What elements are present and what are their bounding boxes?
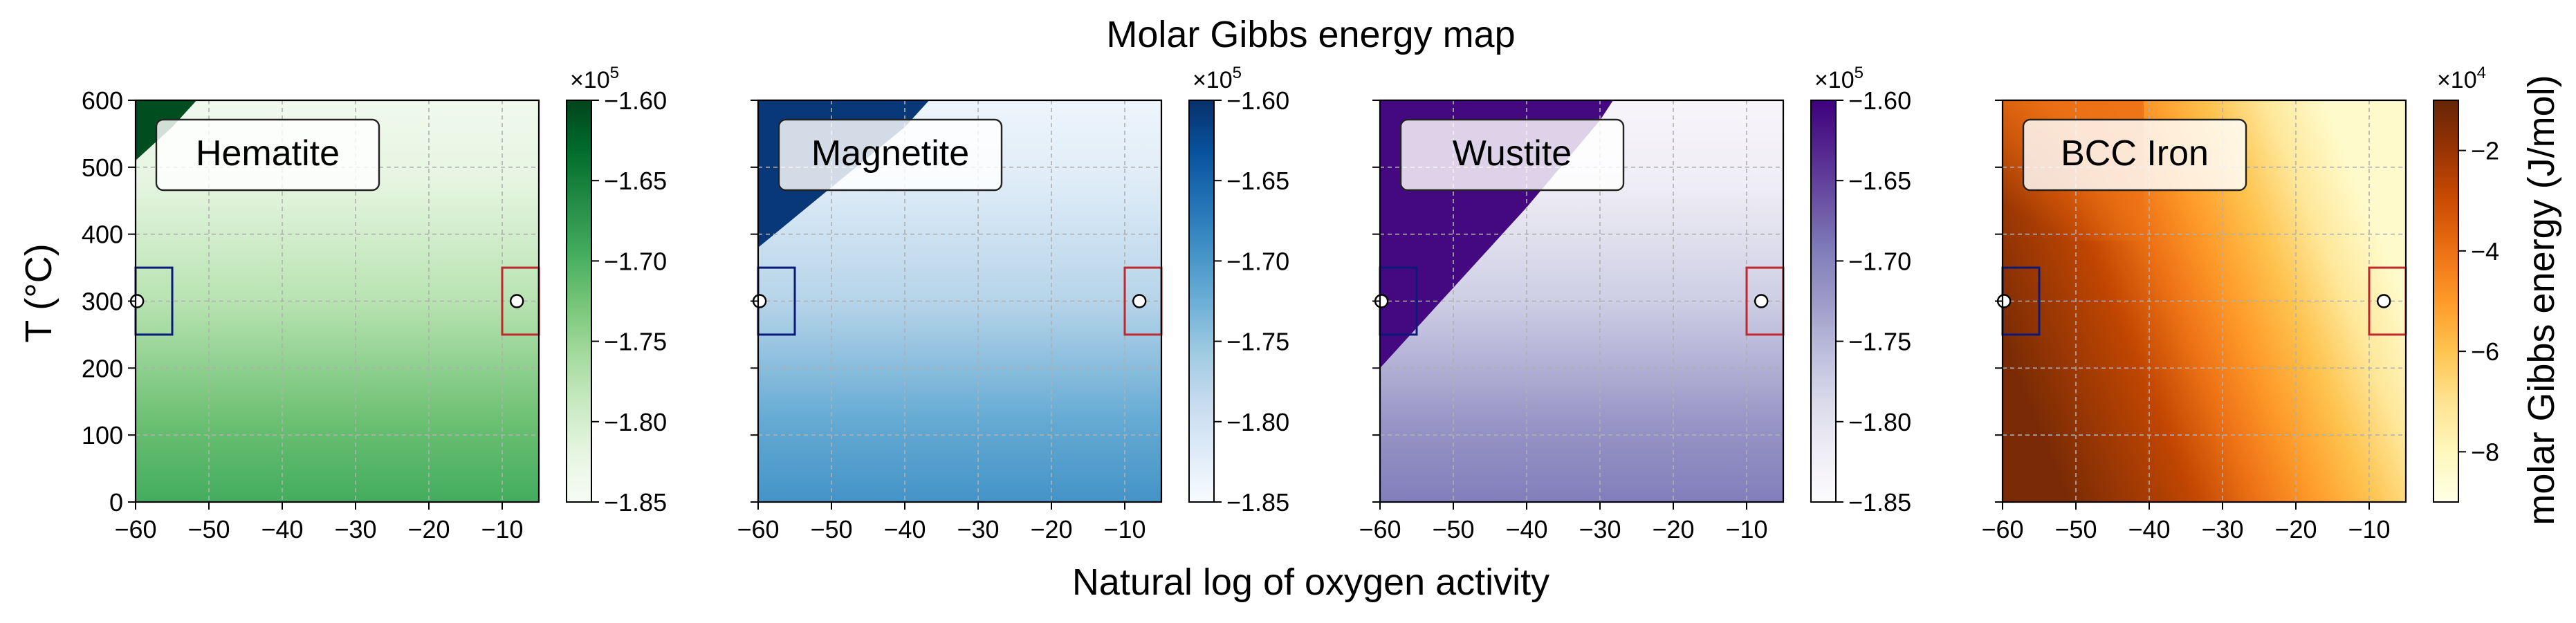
colorbar-tick-label: −1.65 [1226, 167, 1289, 195]
x-tick-label: −10 [1725, 515, 1767, 543]
panel-title-box: Hematite [155, 118, 380, 192]
colorbar-label: molar Gibbs energy (J/mol) [2521, 75, 2562, 525]
panel-title: Magnetite [811, 133, 969, 174]
x-tick-label: −60 [1981, 515, 2023, 543]
panel-title-frame [778, 118, 1003, 192]
colorbar-tick-label: −4 [2471, 237, 2499, 266]
x-tick-label: −30 [1579, 515, 1621, 543]
data-marker [510, 294, 524, 308]
colorbar-tick-label: −1.85 [1848, 488, 1911, 517]
data-marker [1754, 294, 1769, 308]
x-tick-label: −60 [737, 515, 779, 543]
x-tick-label: −30 [2201, 515, 2243, 543]
x-tick-label: −20 [2274, 515, 2317, 543]
figure-title: Molar Gibbs energy map [1106, 14, 1515, 55]
colorbar-multiplier: ×105 [1814, 64, 1864, 93]
panel-title-box: Magnetite [778, 118, 1003, 192]
panel-title-frame [1399, 118, 1625, 192]
colorbar-tick-label: −8 [2471, 438, 2499, 466]
colorbar-tick-label: −1.75 [1226, 328, 1289, 356]
x-tick-label: −30 [334, 515, 376, 543]
y-tick-label: 300 [82, 288, 123, 316]
x-tick-label: −20 [1030, 515, 1072, 543]
colorbar-tick-label: −1.75 [604, 328, 667, 356]
panel-title: Hematite [196, 133, 340, 174]
y-tick-label: 100 [82, 421, 123, 449]
panel-magnetite: −60 −50 −40 −30 −20 −10 Magnetite −1.85 −1.80 −1.… [737, 64, 1289, 543]
panel-bcc-iron: −60 −50 −40 −30 −20 −10 BCC Iron −8 −6 −4 −2 ×104 [1981, 64, 2499, 543]
panel-title-frame [155, 118, 380, 192]
panel-title-box: BCC Iron [2022, 118, 2247, 192]
colorbar-tick-label: −1.70 [1848, 247, 1911, 275]
x-tick-label: −40 [1505, 515, 1547, 543]
data-marker [1132, 294, 1147, 308]
colorbar-multiplier: ×104 [2437, 64, 2486, 93]
x-tick-label: −60 [114, 515, 156, 543]
colorbar-tick-label: −1.60 [1226, 86, 1289, 115]
y-tick-label: 200 [82, 354, 123, 382]
y-tick-label: 600 [82, 86, 123, 115]
colorbar-tick-label: −1.60 [604, 86, 667, 115]
x-tick-label: −50 [1432, 515, 1474, 543]
y-tick-label: 0 [109, 488, 123, 517]
y-tick-label: 400 [82, 221, 123, 249]
colorbar-tick-label: −1.70 [604, 247, 667, 275]
x-tick-label: −20 [1652, 515, 1694, 543]
colorbar-tick-label: −6 [2471, 337, 2499, 366]
x-tick-label: −50 [187, 515, 230, 543]
x-tick-label: −60 [1359, 515, 1401, 543]
colorbar [566, 100, 592, 503]
panel-title: Wustite [1453, 133, 1572, 174]
y-axis-label: T (°C) [18, 243, 59, 343]
colorbar-tick-label: −1.65 [604, 167, 667, 195]
colorbar [1810, 100, 1837, 503]
x-tick-label: −30 [957, 515, 999, 543]
x-axis-label: Natural log of oxygen activity [1072, 561, 1549, 603]
colorbar-tick-label: −1.80 [604, 408, 667, 436]
colorbar [2433, 100, 2459, 503]
panel-title-frame [2022, 118, 2247, 192]
x-tick-label: −50 [810, 515, 852, 543]
panel-wustite: −60 −50 −40 −30 −20 −10 Wustite −1.85 −1.80 −1.75… [1359, 64, 1911, 543]
panel-hematite: −60 −50 −40 −30 −20 −10 0 100 200 300 400 500 600 Hem… [82, 64, 667, 543]
colorbar-tick-label: −1.80 [1848, 408, 1911, 436]
x-tick-label: −50 [2054, 515, 2097, 543]
x-tick-label: −10 [481, 515, 523, 543]
x-tick-label: −10 [2348, 515, 2390, 543]
colorbar-tick-label: −1.85 [604, 488, 667, 517]
x-tick-label: −40 [261, 515, 303, 543]
colorbar-tick-label: −1.75 [1848, 328, 1911, 356]
x-tick-label: −10 [1103, 515, 1146, 543]
data-marker [2376, 294, 2391, 308]
colorbar-tick-label: −2 [2471, 137, 2499, 165]
x-tick-label: −40 [2128, 515, 2170, 543]
colorbar-tick-label: −1.60 [1848, 86, 1911, 115]
colorbar-tick-label: −1.65 [1848, 167, 1911, 195]
colorbar [1188, 100, 1215, 503]
x-tick-label: −20 [407, 515, 450, 543]
colorbar-tick-label: −1.70 [1226, 247, 1289, 275]
colorbar-tick-label: −1.85 [1226, 488, 1289, 517]
colorbar-tick-label: −1.80 [1226, 408, 1289, 436]
x-tick-label: −40 [883, 515, 926, 543]
panel-title-box: Wustite [1399, 118, 1625, 192]
y-tick-label: 500 [82, 154, 123, 182]
panel-title: BCC Iron [2061, 133, 2209, 174]
